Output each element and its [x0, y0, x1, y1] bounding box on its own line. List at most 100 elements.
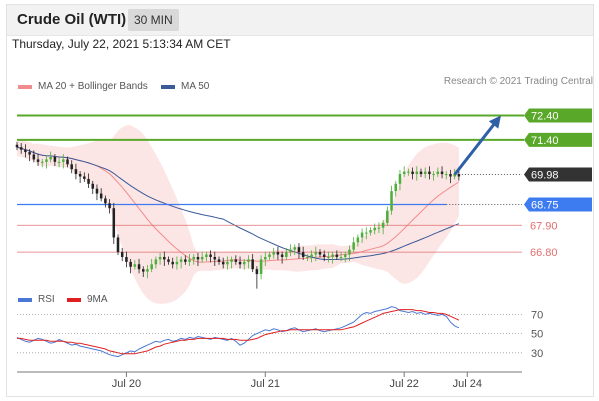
candle-96 — [419, 171, 423, 175]
candle-41 — [188, 259, 191, 262]
candle-26 — [125, 256, 128, 262]
x-tick-label-1: Jul 21 — [251, 378, 280, 390]
chart-widget: Crude Oil (WTI) 30 MIN — [6, 4, 594, 397]
projection-arrow — [453, 119, 499, 176]
candle-33 — [154, 259, 158, 265]
candle-38 — [175, 261, 179, 265]
candle-34 — [158, 256, 162, 260]
legend-9ma-swatch — [67, 297, 81, 302]
candle-75 — [331, 254, 334, 257]
candle-61 — [272, 252, 275, 255]
candle-85 — [373, 227, 376, 231]
rsi-plot: 70 50 30 — [16, 306, 543, 360]
legend-9ma-label: 9MA — [87, 294, 108, 305]
candle-71 — [314, 252, 318, 255]
candle-6 — [40, 161, 44, 163]
candle-11 — [62, 159, 65, 162]
candle-78 — [343, 254, 347, 257]
candle-69 — [306, 256, 309, 258]
legend-ma50-label: MA 50 — [181, 81, 210, 92]
bollinger-band — [17, 125, 459, 304]
candle-87 — [381, 222, 385, 228]
candle-19 — [95, 188, 99, 194]
legend-rsi-label: RSI — [38, 294, 55, 305]
candle-88 — [386, 210, 389, 223]
candle-42 — [192, 256, 196, 260]
candle-72 — [318, 252, 322, 255]
candle-64 — [285, 252, 288, 257]
legend-ma20: MA 20 + Bollinger Bands — [18, 81, 148, 92]
candle-16 — [83, 176, 86, 179]
rsi-line — [16, 306, 460, 358]
candle-86 — [377, 227, 381, 229]
level-tag-1 — [524, 132, 592, 147]
candle-81 — [356, 237, 360, 243]
candle-90 — [394, 183, 398, 192]
x-tick-label-2: Jul 22 — [389, 378, 418, 390]
candle-65 — [289, 249, 292, 253]
candle-21 — [104, 198, 107, 204]
candle-101 — [440, 171, 444, 175]
candle-2 — [24, 149, 27, 153]
x-tick-label-0: Jul 20 — [112, 378, 141, 390]
candle-48 — [217, 259, 221, 262]
level-tag-3 — [524, 197, 592, 212]
legend-9ma: 9MA — [67, 294, 108, 305]
level-tag-2 — [524, 167, 592, 182]
candle-58 — [259, 259, 263, 275]
candle-70 — [310, 254, 313, 257]
candle-104 — [453, 174, 456, 177]
timestamp: Thursday, July 22, 2021 5:13:34 AM CET — [12, 37, 231, 51]
projection-arrow-head — [488, 115, 501, 129]
candle-82 — [360, 232, 364, 238]
rsi-tick-30: 30 — [531, 348, 543, 360]
candle-31 — [146, 269, 149, 272]
candle-68 — [301, 252, 305, 257]
candle-50 — [226, 261, 229, 265]
candle-63 — [280, 254, 284, 257]
candle-45 — [205, 254, 208, 257]
rsi-9ma-line — [17, 309, 460, 355]
rsi-tick-50: 50 — [531, 329, 543, 341]
candle-84 — [369, 230, 372, 233]
candle-76 — [335, 254, 339, 257]
candle-92 — [402, 171, 406, 175]
x-tick-label-3: Jul 24 — [453, 378, 482, 390]
level-label-2: 69.98 — [531, 170, 559, 182]
timeframe-button[interactable]: 30 MIN — [128, 9, 179, 31]
level-label-0: 72.40 — [531, 111, 559, 123]
candle-18 — [91, 183, 95, 189]
candle-98 — [428, 171, 431, 175]
candle-91 — [398, 174, 402, 184]
candle-94 — [411, 171, 414, 175]
legend-rsi-swatch — [18, 297, 32, 302]
candle-66 — [293, 247, 297, 250]
candle-47 — [213, 256, 217, 260]
ma50-line — [16, 146, 460, 260]
candle-22 — [108, 203, 111, 209]
candle-73 — [322, 254, 326, 257]
candle-60 — [268, 254, 271, 257]
candle-15 — [78, 174, 82, 177]
candle-93 — [407, 171, 410, 173]
candle-49 — [221, 261, 225, 265]
candle-3 — [28, 152, 31, 155]
x-axis: Jul 20 Jul 21 Jul 22 Jul 24 — [17, 371, 522, 390]
candle-10 — [57, 161, 61, 163]
candle-62 — [276, 252, 280, 255]
candle-74 — [327, 256, 330, 258]
chart-header: Crude Oil (WTI) 30 MIN — [7, 5, 593, 36]
candle-9 — [53, 156, 57, 162]
candle-103 — [449, 174, 452, 177]
candle-95 — [415, 171, 419, 175]
candle-35 — [163, 256, 166, 260]
candle-39 — [179, 259, 183, 262]
instrument-title: Crude Oil (WTI) — [17, 11, 127, 28]
candle-1 — [19, 147, 23, 150]
candle-54 — [242, 261, 246, 265]
candle-59 — [264, 256, 267, 260]
level-label-5: 66.80 — [530, 247, 558, 259]
candle-79 — [348, 249, 351, 255]
candle-57 — [255, 269, 259, 275]
